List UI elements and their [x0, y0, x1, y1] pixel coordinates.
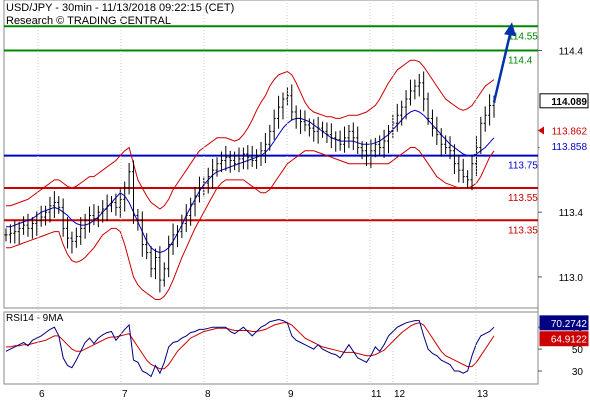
price-label: 114.089 — [551, 97, 587, 108]
chart-title: USD/JPY - 30min - 11/13/2018 09:22:15 (C… — [6, 2, 234, 14]
rsi-value-box — [539, 331, 589, 347]
rsi-value-label: 64.9122 — [551, 335, 588, 346]
y-tick-label: 114.4 — [559, 47, 584, 58]
y-tick-label: 113.4 — [559, 208, 584, 219]
bollinger-upper-line — [6, 59, 495, 210]
level-label: 113.75 — [508, 161, 538, 172]
price-label: 113.862 — [552, 127, 588, 138]
projection-arrow-head — [504, 22, 516, 37]
y-tick-label: 113.0 — [559, 273, 584, 284]
level-label: 113.55 — [508, 193, 538, 204]
price-plot: 114.55 114.4 113.75 113.55 113.35 — [4, 22, 538, 300]
price-label: 113.858 — [552, 142, 588, 153]
rsi-plot — [5, 318, 495, 378]
level-marker — [538, 126, 544, 135]
price-label-box — [539, 138, 589, 154]
axes: 113.0113.4113.8114.4114.089113.862113.85… — [37, 0, 589, 400]
price-panel-frame — [3, 0, 539, 309]
x-tick-label: 12 — [394, 389, 406, 400]
bollinger-lower-line — [6, 147, 495, 300]
rsi-title: RSI14 - 9MA — [6, 313, 64, 324]
rsi-y-tick-label: 50 — [572, 345, 584, 356]
rsi-y-tick-label: 30 — [572, 367, 584, 378]
rsi-ma-line — [6, 322, 495, 370]
x-tick-label: 13 — [477, 389, 489, 400]
x-tick-label: 6 — [39, 389, 45, 400]
price-label-box — [539, 93, 589, 109]
rsi-panel-frame — [3, 311, 539, 385]
x-tick-label: 7 — [122, 389, 128, 400]
moving-average-line — [6, 109, 495, 254]
chart-subtitle: Research © TRADING CENTRAL — [6, 15, 171, 27]
rsi-value-label: 70.2742 — [551, 319, 588, 330]
projection-arrow — [492, 33, 512, 103]
level-label: 114.55 — [508, 31, 538, 42]
x-tick-label: 11 — [371, 389, 382, 400]
rsi-value-box — [539, 315, 589, 331]
x-tick-label: 9 — [288, 389, 294, 400]
level-label: 113.35 — [508, 225, 538, 236]
rsi-line — [5, 318, 495, 378]
level-label: 114.4 — [508, 56, 533, 67]
x-tick-label: 8 — [205, 389, 211, 400]
